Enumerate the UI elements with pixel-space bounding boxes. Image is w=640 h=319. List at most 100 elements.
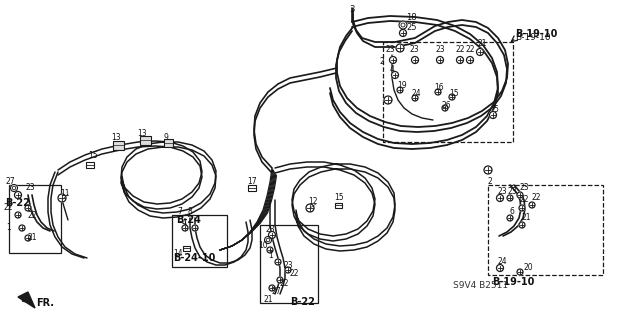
Text: 13: 13 (111, 133, 120, 143)
Text: B-19-10: B-19-10 (492, 277, 534, 287)
Text: 5: 5 (493, 105, 498, 114)
Circle shape (384, 96, 392, 104)
Text: 23: 23 (410, 46, 420, 55)
Bar (248, 185, 256, 191)
Bar (140, 136, 150, 145)
Bar (9, 185, 61, 253)
Text: 25: 25 (406, 23, 417, 32)
Bar (182, 246, 189, 250)
Bar (163, 139, 173, 147)
Text: 22: 22 (28, 211, 38, 219)
Circle shape (519, 205, 525, 211)
Circle shape (497, 195, 504, 202)
Text: 24: 24 (411, 90, 420, 99)
Text: 13: 13 (137, 130, 147, 138)
Circle shape (412, 56, 419, 63)
Circle shape (277, 277, 283, 283)
Circle shape (467, 56, 474, 63)
Circle shape (517, 269, 523, 275)
Text: 1: 1 (268, 251, 273, 261)
Circle shape (435, 89, 441, 95)
Text: 11: 11 (60, 189, 70, 198)
Text: B-22: B-22 (5, 198, 30, 208)
Circle shape (58, 194, 66, 202)
Text: 22: 22 (290, 270, 300, 278)
Circle shape (267, 247, 273, 253)
Circle shape (399, 21, 407, 29)
Text: B-19-10: B-19-10 (515, 33, 550, 41)
Text: 23: 23 (26, 183, 36, 192)
Circle shape (269, 285, 275, 291)
Text: 23: 23 (266, 226, 276, 234)
Text: 3: 3 (349, 5, 355, 14)
Text: 23: 23 (386, 46, 396, 55)
Circle shape (306, 204, 314, 212)
Circle shape (507, 195, 513, 201)
Text: 15: 15 (449, 88, 459, 98)
Circle shape (397, 87, 403, 93)
Circle shape (25, 205, 31, 211)
Text: 22: 22 (456, 46, 465, 55)
Circle shape (390, 56, 397, 63)
Circle shape (192, 225, 198, 231)
Text: 21: 21 (28, 234, 38, 242)
Bar (488, 185, 603, 275)
Circle shape (436, 56, 444, 63)
Circle shape (19, 225, 25, 231)
Text: FR.: FR. (36, 298, 54, 308)
Circle shape (490, 112, 497, 118)
Text: 7: 7 (177, 207, 182, 217)
Text: 17: 17 (247, 177, 257, 187)
Bar (86, 162, 94, 168)
Text: 1: 1 (6, 224, 11, 233)
Circle shape (275, 259, 281, 265)
Circle shape (396, 44, 404, 52)
Text: 2: 2 (380, 57, 385, 66)
Bar (335, 203, 342, 207)
Text: 22: 22 (3, 204, 13, 212)
Text: 14: 14 (173, 249, 182, 258)
Circle shape (15, 212, 21, 218)
Circle shape (507, 215, 513, 221)
Text: 8: 8 (188, 207, 193, 217)
Text: 21: 21 (477, 40, 486, 48)
Text: 22: 22 (280, 278, 289, 287)
Text: 23: 23 (508, 188, 518, 197)
Text: 15: 15 (88, 152, 98, 160)
Circle shape (182, 225, 188, 231)
Circle shape (15, 191, 22, 198)
Bar (172, 215, 227, 267)
Circle shape (285, 267, 291, 273)
Circle shape (399, 29, 406, 36)
Circle shape (264, 236, 271, 243)
Text: 6: 6 (509, 207, 514, 217)
Text: 22: 22 (466, 46, 476, 55)
Text: 10: 10 (258, 241, 268, 249)
Text: S9V4 B2511: S9V4 B2511 (453, 280, 508, 290)
Text: 23: 23 (497, 188, 507, 197)
Text: 4: 4 (390, 65, 395, 75)
Text: 27: 27 (272, 287, 282, 296)
Text: 16: 16 (434, 84, 444, 93)
Text: 26: 26 (441, 100, 451, 109)
Circle shape (412, 95, 418, 101)
Text: 22: 22 (520, 196, 529, 204)
Circle shape (517, 192, 523, 198)
Text: B-24: B-24 (176, 215, 201, 225)
Circle shape (484, 166, 492, 174)
Bar (113, 140, 124, 150)
Text: B-22: B-22 (290, 297, 315, 307)
Text: B-24-10: B-24-10 (173, 253, 216, 263)
Text: 18: 18 (406, 13, 417, 23)
Bar (260, 225, 318, 303)
Bar (383, 42, 513, 142)
Text: 23: 23 (284, 261, 294, 270)
Text: B-19-10: B-19-10 (515, 29, 557, 39)
Circle shape (456, 56, 463, 63)
Text: 23: 23 (519, 183, 529, 192)
Circle shape (519, 222, 525, 228)
Polygon shape (18, 292, 35, 308)
Text: 24: 24 (498, 257, 508, 266)
Circle shape (529, 202, 535, 208)
Text: 19: 19 (397, 80, 406, 90)
